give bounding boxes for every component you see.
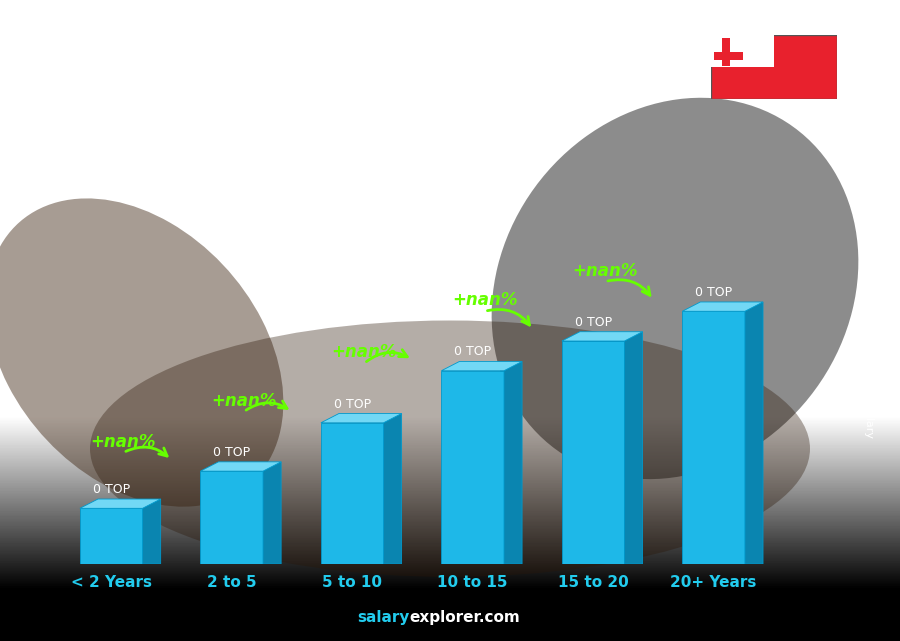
- Text: 0 TOP: 0 TOP: [213, 446, 250, 459]
- Text: 0 TOP: 0 TOP: [695, 286, 733, 299]
- Text: salary: salary: [357, 610, 410, 625]
- Bar: [723, 38, 730, 66]
- Text: +nan%: +nan%: [572, 262, 638, 279]
- Text: explorer.com: explorer.com: [410, 610, 520, 625]
- Text: 0 TOP: 0 TOP: [574, 316, 612, 329]
- Text: 0 TOP: 0 TOP: [93, 483, 130, 496]
- Polygon shape: [201, 462, 281, 471]
- Polygon shape: [625, 332, 643, 564]
- Bar: [711, 35, 774, 67]
- Text: +nan%: +nan%: [211, 392, 276, 410]
- Text: 0 TOP: 0 TOP: [334, 397, 371, 410]
- Polygon shape: [562, 332, 643, 341]
- Polygon shape: [321, 413, 401, 423]
- Polygon shape: [142, 499, 161, 564]
- Text: Average Monthly Salary: Average Monthly Salary: [863, 305, 874, 438]
- Text: 0 TOP: 0 TOP: [454, 345, 491, 358]
- Polygon shape: [562, 341, 625, 564]
- Text: Salary Comparison By Experience: Salary Comparison By Experience: [36, 22, 587, 51]
- Polygon shape: [441, 370, 504, 564]
- Text: +nan%: +nan%: [331, 344, 397, 362]
- Ellipse shape: [0, 199, 284, 506]
- Polygon shape: [441, 362, 522, 370]
- Ellipse shape: [491, 98, 859, 479]
- Polygon shape: [504, 362, 522, 564]
- Text: +nan%: +nan%: [452, 292, 518, 310]
- Text: Conveyancing Secretary: Conveyancing Secretary: [36, 61, 274, 80]
- Polygon shape: [682, 302, 763, 312]
- Polygon shape: [682, 312, 745, 564]
- Polygon shape: [201, 471, 263, 564]
- Polygon shape: [263, 462, 281, 564]
- Polygon shape: [383, 413, 401, 564]
- Polygon shape: [321, 423, 383, 564]
- Ellipse shape: [90, 320, 810, 577]
- Polygon shape: [80, 508, 142, 564]
- Polygon shape: [80, 499, 161, 508]
- Bar: [715, 52, 742, 60]
- Text: +nan%: +nan%: [91, 433, 156, 451]
- Polygon shape: [745, 302, 763, 564]
